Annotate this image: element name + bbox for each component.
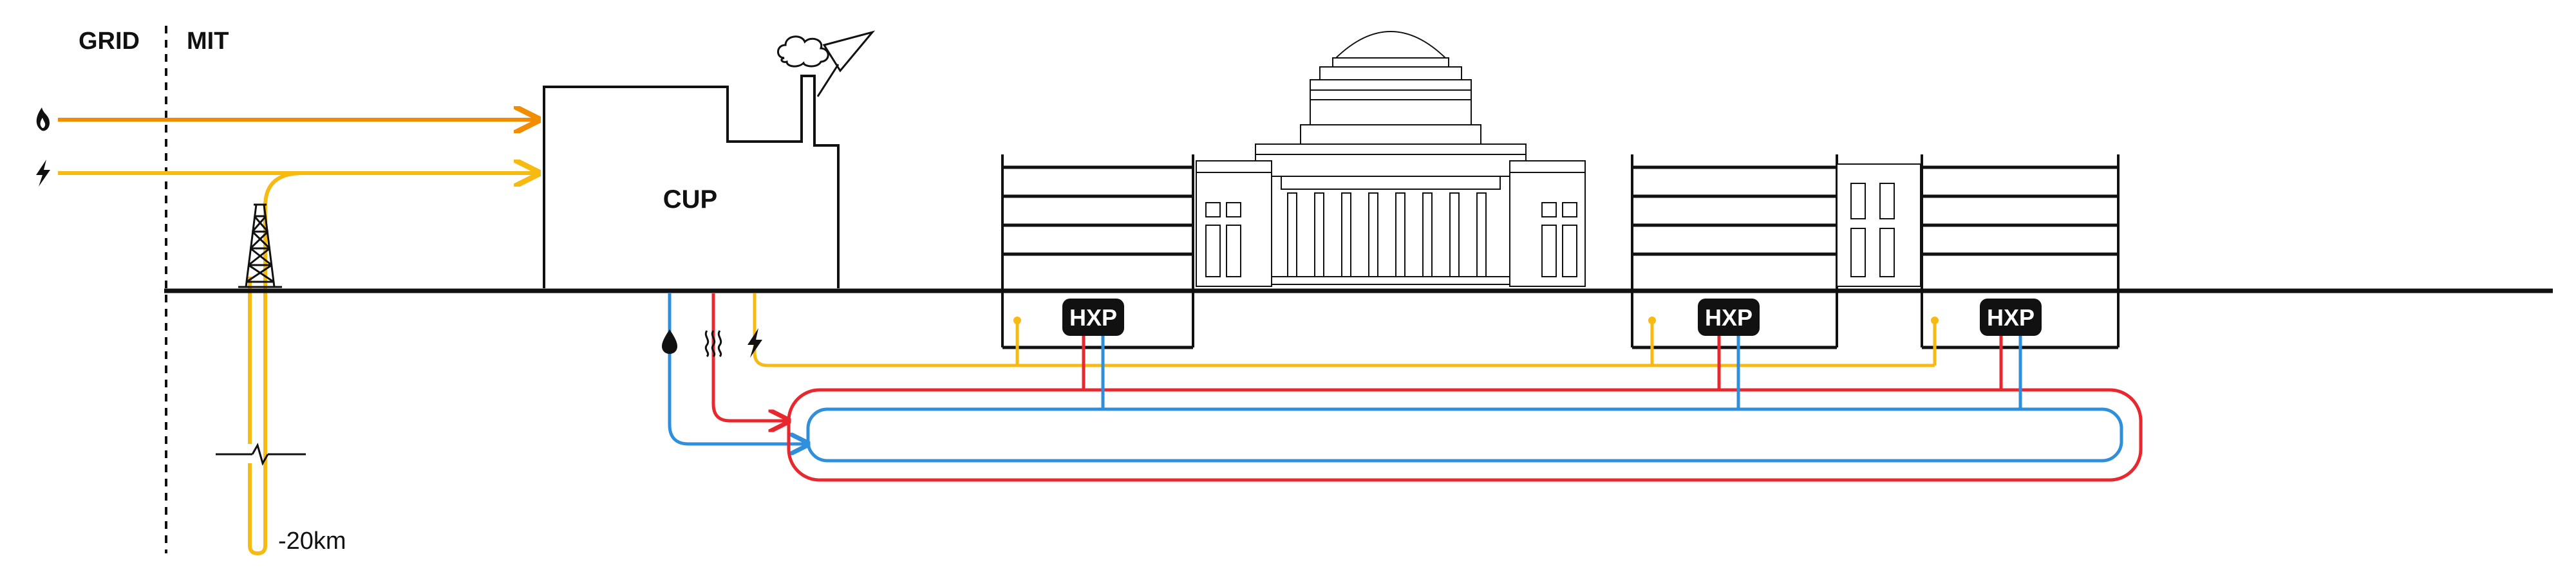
building-connector [1836,163,1921,287]
lightning-icon [747,328,762,358]
lightning-icon [36,160,50,187]
building-left [1001,154,1194,349]
dome-building [1196,31,1586,287]
electric-node-left [1013,317,1021,324]
electric-node-right [1931,317,1939,324]
hxp-label-left: HXP [1069,304,1117,331]
depth-break-symbol [216,443,306,466]
cup-building [543,75,840,288]
dome-columns [1287,192,1487,277]
geothermal-well-loop [248,171,303,556]
cup-label: CUP [663,185,717,214]
hot-loop [787,388,2143,482]
heat-waves-icon [704,330,722,358]
electric-distribution-line [753,293,1935,367]
cold-supply-pipe [668,293,808,444]
hxp-label-right: HXP [1987,304,2035,331]
depth-label: -20km [278,528,346,555]
hxp-label-middle: HXP [1705,304,1753,331]
cold-loop [806,407,2123,463]
hxp-badge-right: HXP [1980,299,2042,336]
water-drop-icon [662,329,677,354]
electric-node-middle [1648,317,1656,324]
hxp-badge-middle: HXP [1698,299,1760,336]
hxp-badge-left: HXP [1062,299,1124,336]
flame-icon [36,107,50,131]
building-middle [1631,154,1838,349]
drilling-rig-icon [238,203,282,288]
hot-supply-pipe [711,293,789,421]
grid-label: GRID [79,28,140,55]
smoke-cloud-icon [777,30,876,97]
mit-label: MIT [187,28,229,55]
